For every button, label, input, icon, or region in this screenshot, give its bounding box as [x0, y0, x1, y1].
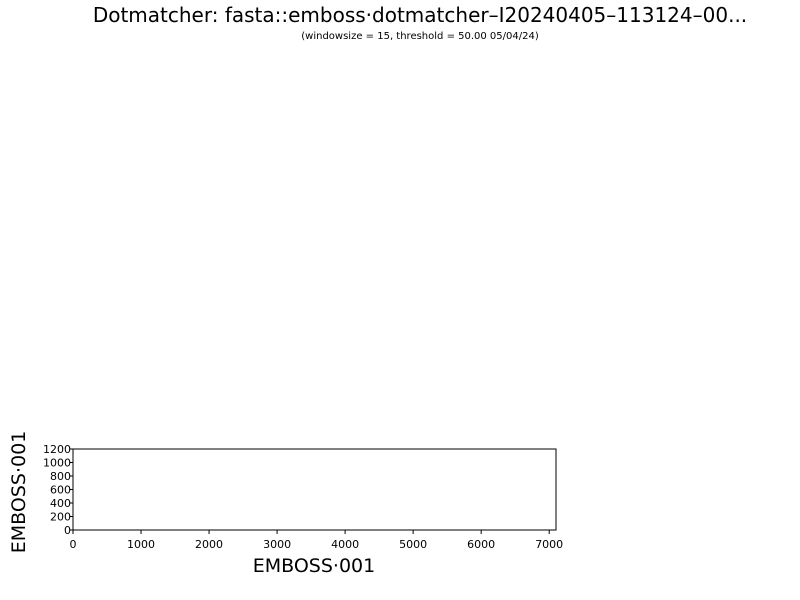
x-tick-label: 5000	[399, 538, 427, 551]
x-tick-label: 3000	[263, 538, 291, 551]
x-axis-ticks: 0 1000 2000 3000 4000 5000 6000 7000	[70, 530, 563, 551]
y-tick-label: 1200	[43, 443, 71, 456]
chart-subtitle: (windowsize = 15, threshold = 50.00 05/0…	[301, 31, 539, 42]
y-tick-label: 400	[50, 497, 71, 510]
y-tick-label: 600	[50, 484, 71, 497]
x-tick-label: 0	[70, 538, 77, 551]
x-tick-label: 7000	[535, 538, 563, 551]
chart-title: Dotmatcher: fasta::emboss·dotmatcher–I20…	[93, 3, 747, 27]
y-tick-label: 200	[50, 511, 71, 524]
plot-frame	[72, 448, 557, 531]
x-tick-label: 2000	[195, 538, 223, 551]
x-tick-label: 4000	[331, 538, 359, 551]
x-axis-label: EMBOSS·001	[253, 555, 375, 577]
x-tick-label: 6000	[467, 538, 495, 551]
x-tick-label: 1000	[127, 538, 155, 551]
y-tick-label: 800	[50, 470, 71, 483]
y-tick-label: 0	[64, 524, 71, 537]
y-axis-label: EMBOSS·001	[8, 431, 30, 553]
y-tick-label: 1000	[43, 457, 71, 470]
